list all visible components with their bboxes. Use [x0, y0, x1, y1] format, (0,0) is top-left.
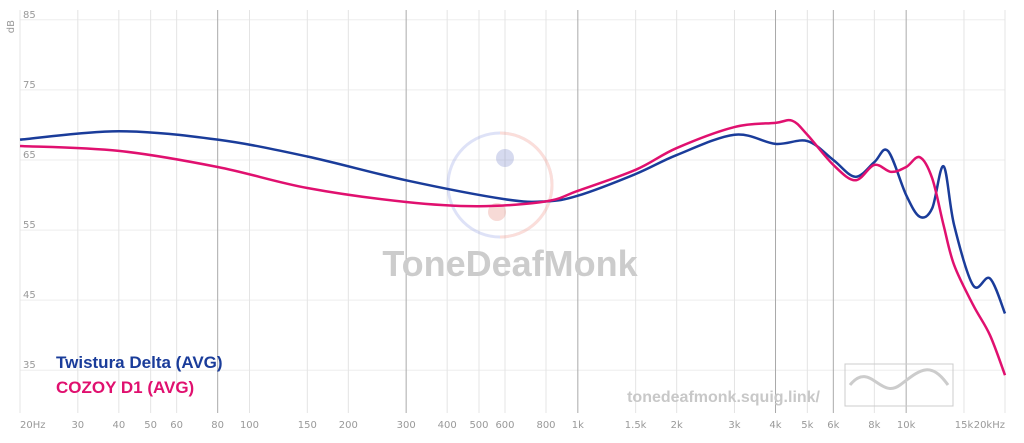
legend-entry: Twistura Delta (AVG) — [56, 353, 223, 372]
url: tonedeafmonk.squig.link/ — [627, 389, 820, 406]
watermark-logo — [446, 131, 554, 239]
x-tick-label: 200 — [339, 420, 358, 431]
x-tick-label: 30 — [71, 420, 84, 431]
x-tick-label: 150 — [298, 420, 317, 431]
x-tick-label: 20kHz — [974, 420, 1005, 431]
y-tick-label: 85 — [23, 10, 36, 21]
curve — [19, 118, 1007, 376]
x-tick-label: 1.5k — [625, 420, 647, 431]
y-tick-label: 45 — [23, 290, 36, 301]
watermark: ToneDeafMonk — [382, 243, 638, 284]
y-tick-label: 35 — [23, 360, 36, 371]
x-tick-label: 8k — [868, 420, 880, 431]
x-tick-label: 800 — [536, 420, 555, 431]
x-tick-label: 3k — [728, 420, 740, 431]
y-axis-label: dB — [6, 20, 17, 33]
y-tick-label: 65 — [23, 150, 36, 161]
x-tick-label: 600 — [495, 420, 514, 431]
x-tick-label: 400 — [438, 420, 457, 431]
x-tick-label: 40 — [112, 420, 125, 431]
x-tick-label: 2k — [671, 420, 683, 431]
x-tick-label: 100 — [240, 420, 259, 431]
x-tick-label: 4k — [769, 420, 781, 431]
x-tick-label: 80 — [211, 420, 224, 431]
x-tick-label: 1k — [572, 420, 584, 431]
x-tick-label: 5k — [801, 420, 813, 431]
x-tick-label: 300 — [397, 420, 416, 431]
grid: 35 45 55 65 75 85 20Hz 30 40 50 60 80 100 150 200 300 40… — [19, 10, 1006, 431]
x-tick-label: 15k — [955, 420, 974, 431]
curve — [19, 129, 1007, 314]
y-tick-label: 75 — [23, 80, 36, 91]
y-tick-label: 55 — [23, 220, 36, 231]
x-tick-label: 20Hz — [20, 420, 46, 431]
x-tick-label: 50 — [144, 420, 157, 431]
url-logo — [844, 363, 954, 407]
legend-entry: COZOY D1 (AVG) — [56, 378, 194, 397]
x-tick-label: 6k — [827, 420, 839, 431]
x-tick-label: 60 — [170, 420, 183, 431]
x-tick-label: 10k — [897, 420, 916, 431]
x-tick-label: 500 — [469, 420, 488, 431]
